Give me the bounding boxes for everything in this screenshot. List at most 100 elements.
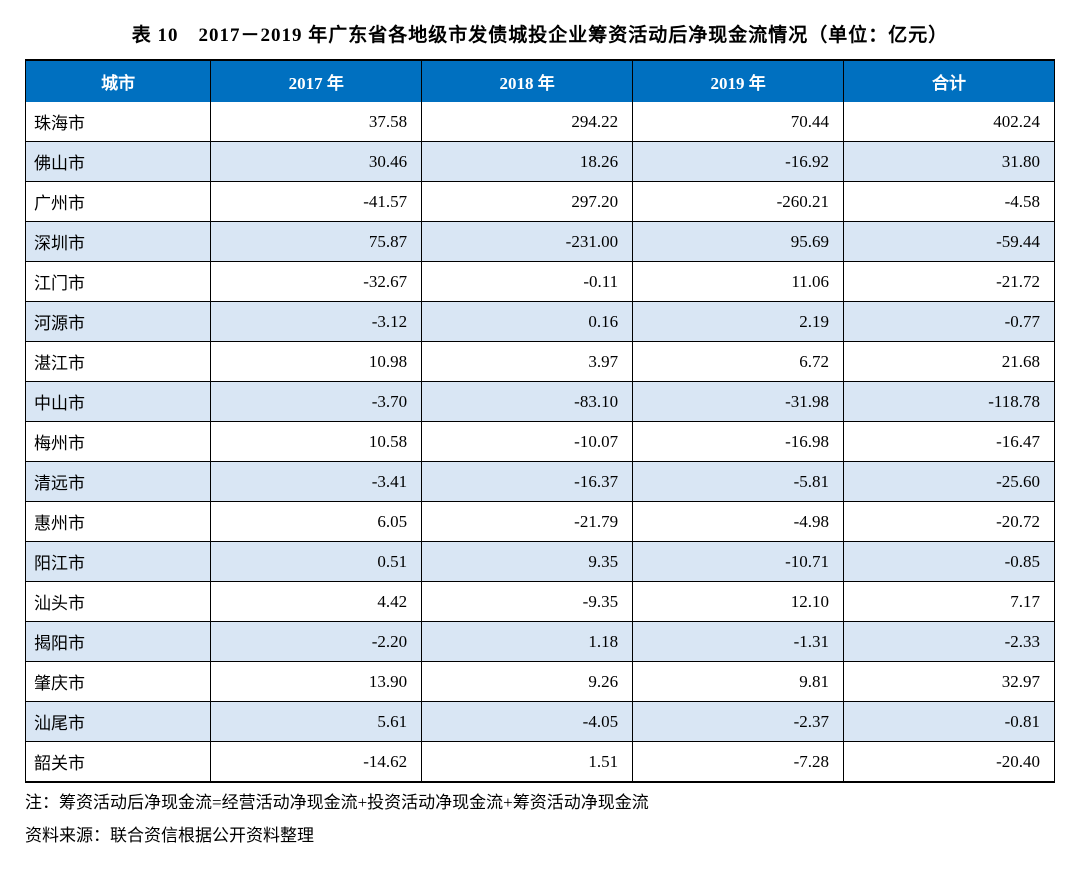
cell-value: -231.00	[422, 222, 633, 262]
table-row: 惠州市6.05-21.79-4.98-20.72	[26, 502, 1055, 542]
cell-value: 0.16	[422, 302, 633, 342]
cell-city: 广州市	[26, 182, 211, 222]
cell-city: 揭阳市	[26, 622, 211, 662]
cell-value: -25.60	[844, 462, 1055, 502]
cell-value: 0.51	[211, 542, 422, 582]
cell-value: -32.67	[211, 262, 422, 302]
table-title: 表 10 2017－2019 年广东省各地级市发债城投企业筹资活动后净现金流情况…	[25, 20, 1055, 47]
cell-value: -0.77	[844, 302, 1055, 342]
cell-city: 阳江市	[26, 542, 211, 582]
cell-city: 湛江市	[26, 342, 211, 382]
table-row: 深圳市75.87-231.0095.69-59.44	[26, 222, 1055, 262]
table-row: 珠海市37.58294.2270.44402.24	[26, 102, 1055, 142]
cell-value: -0.85	[844, 542, 1055, 582]
table-row: 韶关市-14.621.51-7.28-20.40	[26, 742, 1055, 783]
cell-value: 31.80	[844, 142, 1055, 182]
cell-value: 11.06	[633, 262, 844, 302]
cell-value: -4.05	[422, 702, 633, 742]
cell-value: -4.58	[844, 182, 1055, 222]
cell-value: 37.58	[211, 102, 422, 142]
cell-value: -2.33	[844, 622, 1055, 662]
cell-value: -10.07	[422, 422, 633, 462]
cell-city: 肇庆市	[26, 662, 211, 702]
col-2019: 2019 年	[633, 60, 844, 102]
cell-city: 中山市	[26, 382, 211, 422]
cell-city: 清远市	[26, 462, 211, 502]
cell-city: 江门市	[26, 262, 211, 302]
table-row: 广州市-41.57297.20-260.21-4.58	[26, 182, 1055, 222]
cell-city: 深圳市	[26, 222, 211, 262]
cell-value: 6.05	[211, 502, 422, 542]
cell-value: -16.92	[633, 142, 844, 182]
cell-city: 河源市	[26, 302, 211, 342]
table-row: 清远市-3.41-16.37-5.81-25.60	[26, 462, 1055, 502]
cell-value: 9.81	[633, 662, 844, 702]
cell-value: 4.42	[211, 582, 422, 622]
cell-value: 5.61	[211, 702, 422, 742]
cell-value: 7.17	[844, 582, 1055, 622]
table-row: 梅州市10.58-10.07-16.98-16.47	[26, 422, 1055, 462]
table-row: 阳江市0.519.35-10.71-0.85	[26, 542, 1055, 582]
cell-value: -16.37	[422, 462, 633, 502]
cell-value: -4.98	[633, 502, 844, 542]
cell-value: -1.31	[633, 622, 844, 662]
cell-value: 6.72	[633, 342, 844, 382]
col-total: 合计	[844, 60, 1055, 102]
col-2018: 2018 年	[422, 60, 633, 102]
cell-value: -31.98	[633, 382, 844, 422]
cell-value: -20.40	[844, 742, 1055, 783]
cell-value: -5.81	[633, 462, 844, 502]
cell-value: -16.47	[844, 422, 1055, 462]
cell-value: -3.12	[211, 302, 422, 342]
cell-value: 9.35	[422, 542, 633, 582]
table-row: 揭阳市-2.201.18-1.31-2.33	[26, 622, 1055, 662]
cell-value: -0.81	[844, 702, 1055, 742]
cell-value: -0.11	[422, 262, 633, 302]
cell-value: 75.87	[211, 222, 422, 262]
cell-value: 1.18	[422, 622, 633, 662]
cell-value: 95.69	[633, 222, 844, 262]
cell-value: 13.90	[211, 662, 422, 702]
cell-value: -10.71	[633, 542, 844, 582]
cell-value: 30.46	[211, 142, 422, 182]
cell-value: 3.97	[422, 342, 633, 382]
cell-value: -21.72	[844, 262, 1055, 302]
cell-value: -118.78	[844, 382, 1055, 422]
cell-value: 12.10	[633, 582, 844, 622]
cell-value: 297.20	[422, 182, 633, 222]
table-row: 汕头市4.42-9.3512.107.17	[26, 582, 1055, 622]
cell-city: 惠州市	[26, 502, 211, 542]
footnote-definition: 注：筹资活动后净现金流=经营活动净现金流+投资活动净现金流+筹资活动净现金流	[25, 789, 1055, 816]
cell-value: -83.10	[422, 382, 633, 422]
cell-value: -3.70	[211, 382, 422, 422]
footnote-source: 资料来源：联合资信根据公开资料整理	[25, 822, 1055, 849]
table-header-row: 城市 2017 年 2018 年 2019 年 合计	[26, 60, 1055, 102]
cell-value: -2.37	[633, 702, 844, 742]
table-row: 湛江市10.983.976.7221.68	[26, 342, 1055, 382]
cell-city: 汕头市	[26, 582, 211, 622]
cell-value: -59.44	[844, 222, 1055, 262]
cell-value: -20.72	[844, 502, 1055, 542]
cell-value: 402.24	[844, 102, 1055, 142]
table-body: 珠海市37.58294.2270.44402.24佛山市30.4618.26-1…	[26, 102, 1055, 782]
cell-value: 10.98	[211, 342, 422, 382]
cashflow-table: 城市 2017 年 2018 年 2019 年 合计 珠海市37.58294.2…	[25, 59, 1055, 783]
cell-value: -21.79	[422, 502, 633, 542]
cell-value: -16.98	[633, 422, 844, 462]
table-row: 河源市-3.120.162.19-0.77	[26, 302, 1055, 342]
cell-value: -260.21	[633, 182, 844, 222]
cell-value: -2.20	[211, 622, 422, 662]
cell-value: 294.22	[422, 102, 633, 142]
table-row: 佛山市30.4618.26-16.9231.80	[26, 142, 1055, 182]
cell-value: -3.41	[211, 462, 422, 502]
cell-city: 珠海市	[26, 102, 211, 142]
col-2017: 2017 年	[211, 60, 422, 102]
cell-value: -14.62	[211, 742, 422, 783]
table-row: 汕尾市5.61-4.05-2.37-0.81	[26, 702, 1055, 742]
cell-value: 9.26	[422, 662, 633, 702]
cell-value: 10.58	[211, 422, 422, 462]
cell-value: 32.97	[844, 662, 1055, 702]
cell-city: 汕尾市	[26, 702, 211, 742]
cell-value: -9.35	[422, 582, 633, 622]
cell-value: 18.26	[422, 142, 633, 182]
